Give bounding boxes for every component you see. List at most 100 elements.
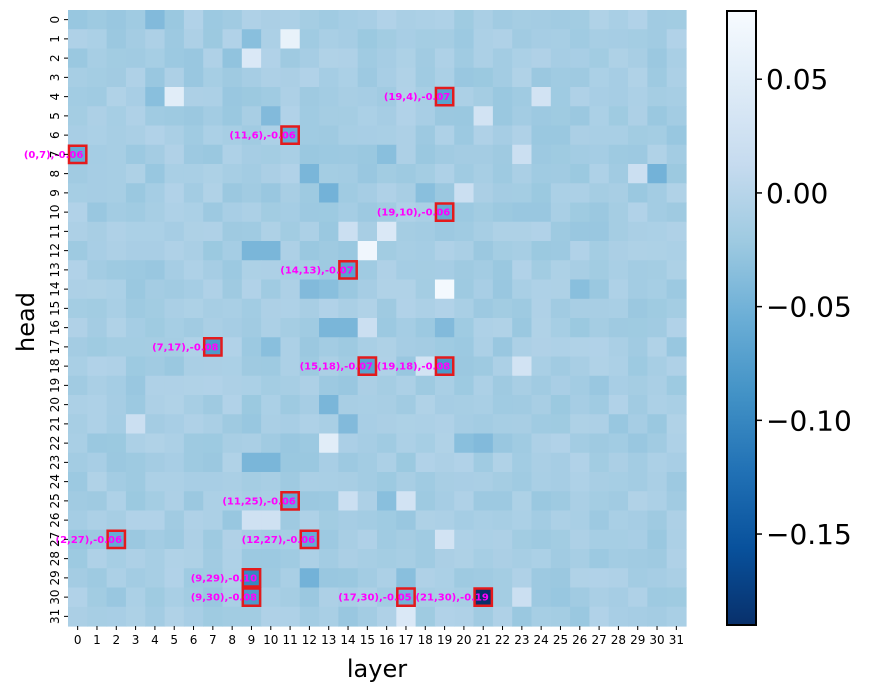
heatmap-cell: [164, 260, 185, 281]
heatmap-cell: [319, 510, 339, 531]
heatmap-cell: [222, 587, 243, 608]
heatmap-cell: [145, 510, 166, 531]
annotation-label: (15,18),-0.07: [300, 362, 373, 373]
heatmap-cell: [106, 452, 127, 473]
heatmap-cell: [608, 375, 629, 396]
heatmap-cell: [299, 183, 320, 204]
heatmap-cell: [454, 549, 475, 569]
heatmap-cell: [550, 529, 571, 550]
colorbar-ticks: 0.05 0.00 −0.05 −0.10 −0.15: [756, 63, 852, 551]
heatmap-cell: [647, 48, 668, 69]
heatmap-cell: [164, 144, 185, 165]
heatmap-cell: [87, 549, 108, 569]
heatmap-cell: [608, 433, 629, 454]
heatmap-cell: [550, 587, 571, 608]
highlight-box: [280, 125, 301, 145]
heatmap-cell: [473, 260, 494, 281]
heatmap-cell: [434, 452, 455, 473]
heatmap-cell: [299, 202, 320, 223]
heatmap-cell: [377, 260, 397, 281]
heatmap-cell: [473, 568, 494, 589]
heatmap-cell: [164, 414, 185, 435]
heatmap-cell: [570, 48, 591, 69]
y-tick-label: 18: [48, 358, 62, 373]
heatmap-cell: [319, 472, 339, 492]
heatmap-cell: [183, 395, 204, 415]
heatmap-cell: [106, 568, 127, 589]
heatmap-cell: [299, 298, 320, 319]
y-tick-label: 3: [48, 74, 62, 82]
heatmap-cell: [125, 10, 146, 30]
heatmap-cell: [608, 472, 629, 492]
heatmap-cell: [377, 48, 397, 69]
heatmap-cell: [280, 472, 301, 492]
heatmap-cell: [145, 337, 166, 358]
heatmap-cell: [608, 529, 629, 550]
heatmap-cell: [415, 125, 436, 146]
heatmap-cell: [241, 510, 262, 531]
heatmap-cell: [338, 125, 359, 146]
highlight-box: [241, 568, 262, 588]
heatmap-cell: [241, 279, 262, 300]
heatmap-cell: [68, 529, 88, 550]
heatmap-cell: [145, 606, 166, 627]
heatmap-cell: [87, 433, 108, 454]
heatmap-cell: [299, 221, 320, 242]
heatmap-cell: [319, 29, 339, 50]
heatmap-cell: [531, 183, 552, 204]
heatmap-cell: [299, 452, 320, 473]
heatmap-cell: [280, 125, 301, 146]
heatmap-cell: [666, 414, 687, 435]
heatmap-cell: [589, 10, 610, 30]
heatmap-cell: [550, 472, 571, 492]
heatmap-cell: [434, 202, 455, 223]
heatmap-cell: [531, 298, 552, 319]
heatmap-cell: [396, 587, 417, 608]
heatmap-cell: [608, 67, 629, 88]
heatmap-cell: [396, 10, 417, 30]
heatmap-cell: [377, 375, 397, 396]
heatmap-cell: [396, 568, 417, 589]
heatmap-cell: [570, 144, 591, 165]
heatmap-cell: [164, 491, 185, 512]
heatmap-cell: [68, 568, 88, 589]
heatmap-cell: [183, 318, 204, 338]
heatmap-cell: [589, 568, 610, 589]
heatmap-cell: [396, 260, 417, 281]
heatmap-cell: [241, 395, 262, 415]
heatmap-cell: [589, 48, 610, 69]
heatmap-cell: [492, 67, 513, 88]
heatmap-cell: [628, 29, 648, 50]
heatmap-cell: [261, 414, 282, 435]
heatmap-cell: [319, 10, 339, 30]
heatmap-cell: [589, 29, 610, 50]
heatmap-cell: [608, 298, 629, 319]
heatmap-cell: [531, 472, 552, 492]
heatmap-cell: [183, 433, 204, 454]
x-tick-label: 21: [476, 633, 491, 647]
heatmap-cell: [222, 472, 243, 492]
heatmap-cell: [473, 491, 494, 512]
heatmap-cell: [647, 510, 668, 531]
heatmap-cell: [319, 202, 339, 223]
heatmap-cell: [106, 279, 127, 300]
heatmap-cell: [473, 414, 494, 435]
heatmap-cell: [222, 337, 243, 358]
x-tick-label: 17: [398, 633, 413, 647]
heatmap-cell: [261, 491, 282, 512]
heatmap-cell: [241, 587, 262, 608]
heatmap-cell: [473, 356, 494, 377]
heatmap-cell: [415, 356, 436, 377]
heatmap-cell: [550, 414, 571, 435]
heatmap-cell: [531, 337, 552, 358]
heatmap-cell: [377, 472, 397, 492]
heatmap-cell: [396, 202, 417, 223]
y-tick-label: 21: [48, 416, 62, 431]
heatmap-cell: [338, 568, 359, 589]
heatmap-cell: [357, 375, 378, 396]
heatmap-cell: [415, 67, 436, 88]
heatmap-cell: [531, 87, 552, 107]
heatmap-cell: [550, 375, 571, 396]
heatmap-cell: [338, 529, 359, 550]
heatmap-cell: [357, 510, 378, 531]
